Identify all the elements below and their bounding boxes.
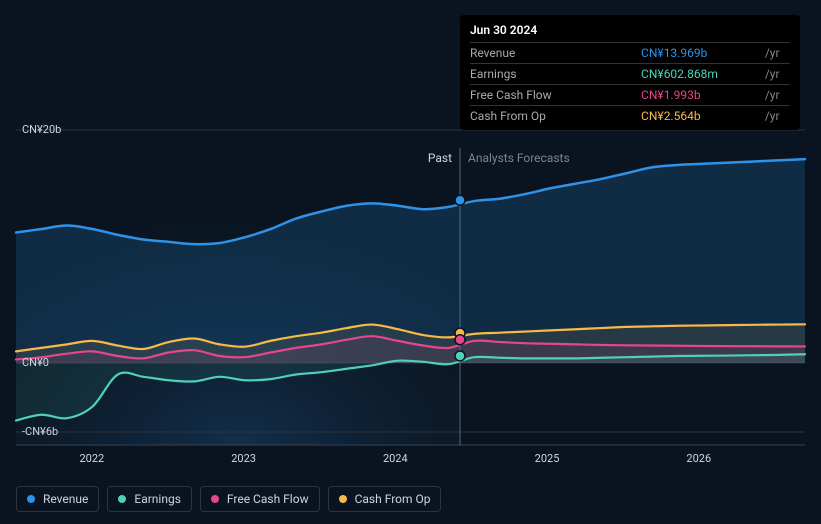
x-tick-label: 2023 <box>231 452 256 465</box>
chart-tooltip: Jun 30 2024 RevenueCN¥13.969b/yrEarnings… <box>460 15 800 130</box>
y-tick-label: CN¥20b <box>22 123 61 136</box>
tooltip-row-suffix: /yr <box>761 43 790 64</box>
tooltip-row-label: Free Cash Flow <box>470 85 641 106</box>
x-tick-label: 2026 <box>686 452 711 465</box>
tooltip-row-value: CN¥1.993b <box>641 85 761 106</box>
region-label-forecast: Analysts Forecasts <box>468 151 570 165</box>
legend-dot-icon <box>27 495 35 503</box>
legend-dot-icon <box>211 495 219 503</box>
x-tick-label: 2025 <box>535 452 560 465</box>
legend-dot-icon <box>118 495 126 503</box>
chart-legend: Revenue Earnings Free Cash Flow Cash From O… <box>16 486 441 512</box>
legend-item-label: Earnings <box>134 492 181 506</box>
legend-item-label: Revenue <box>43 492 88 506</box>
y-tick-label: -CN¥6b <box>22 425 58 438</box>
legend-item-earnings[interactable]: Earnings <box>107 486 192 512</box>
tooltip-row-suffix: /yr <box>761 85 790 106</box>
tooltip-row-suffix: /yr <box>761 106 790 127</box>
legend-item-cash-from-op[interactable]: Cash From Op <box>328 486 442 512</box>
tooltip-row-value: CN¥602.868m <box>641 64 761 85</box>
tooltip-row-value: CN¥2.564b <box>641 106 761 127</box>
legend-item-revenue[interactable]: Revenue <box>16 486 99 512</box>
legend-item-free-cash-flow[interactable]: Free Cash Flow <box>200 486 320 512</box>
financials-chart: CN¥20b CN¥0 -CN¥6b 2022 2023 2024 2025 2026 Pa… <box>0 0 821 524</box>
tooltip-row: RevenueCN¥13.969b/yr <box>470 43 790 64</box>
tooltip-row-value: CN¥13.969b <box>641 43 761 64</box>
tooltip-row: EarningsCN¥602.868m/yr <box>470 64 790 85</box>
tooltip-row: Cash From OpCN¥2.564b/yr <box>470 106 790 127</box>
tooltip-row-suffix: /yr <box>761 64 790 85</box>
tooltip-title: Jun 30 2024 <box>470 21 790 42</box>
tooltip-row-label: Revenue <box>470 43 641 64</box>
region-label-past: Past <box>428 151 452 165</box>
legend-dot-icon <box>339 495 347 503</box>
tooltip-row-label: Cash From Op <box>470 106 641 127</box>
tooltip-row: Free Cash FlowCN¥1.993b/yr <box>470 85 790 106</box>
y-tick-label: CN¥0 <box>22 356 49 369</box>
tooltip-row-label: Earnings <box>470 64 641 85</box>
legend-item-label: Cash From Op <box>355 492 431 506</box>
x-tick-label: 2022 <box>79 452 104 465</box>
legend-item-label: Free Cash Flow <box>227 492 309 506</box>
x-tick-label: 2024 <box>383 452 408 465</box>
